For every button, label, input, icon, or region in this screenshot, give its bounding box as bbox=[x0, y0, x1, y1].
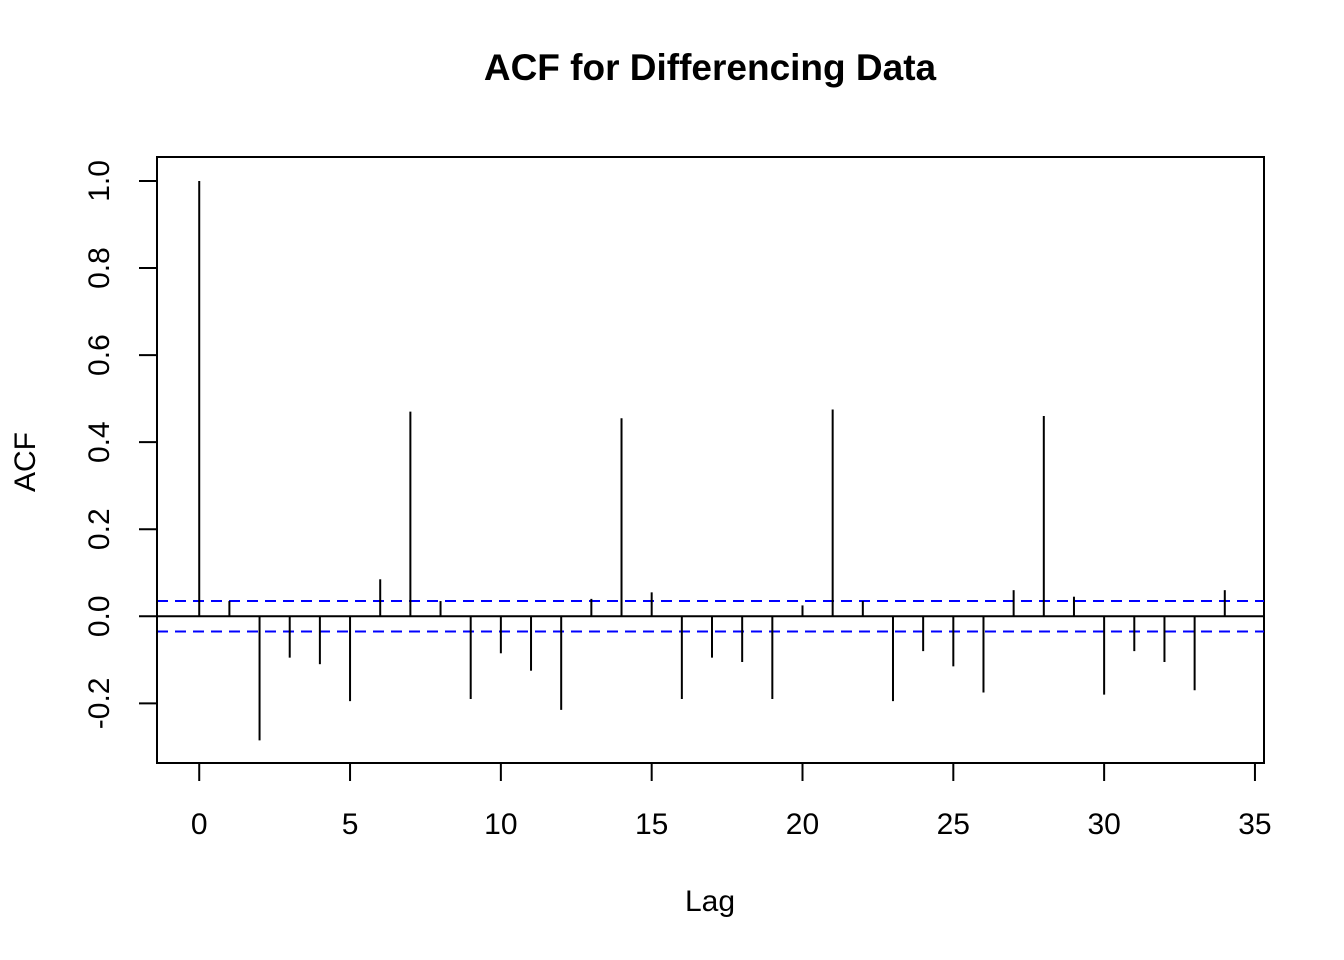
y-axis: -0.2 0.0 0.2 0.4 0.6 0.8 1.0 bbox=[83, 160, 158, 730]
y-tick-label-1: 0.0 bbox=[83, 595, 116, 637]
x-tick-label-5: 5 bbox=[342, 808, 359, 841]
x-tick-label-0: 0 bbox=[191, 808, 208, 841]
acf-bars bbox=[198, 180, 1226, 741]
x-axis: 0 5 10 15 20 25 30 35 bbox=[191, 762, 1272, 841]
x-tick-label-35: 35 bbox=[1238, 808, 1271, 841]
y-tick-label-4: 0.6 bbox=[83, 334, 116, 376]
x-axis-label: Lag bbox=[685, 885, 735, 918]
y-tick-label-0: -0.2 bbox=[83, 678, 116, 730]
x-tick-label-15: 15 bbox=[635, 808, 668, 841]
y-tick-label-2: 0.2 bbox=[83, 508, 116, 550]
x-tick-label-10: 10 bbox=[484, 808, 517, 841]
chart-title: ACF for Differencing Data bbox=[484, 47, 937, 88]
y-axis-label: ACF bbox=[9, 432, 42, 492]
x-tick-label-25: 25 bbox=[937, 808, 970, 841]
x-tick-label-30: 30 bbox=[1087, 808, 1120, 841]
y-tick-label-6: 1.0 bbox=[83, 160, 116, 202]
confidence-bounds bbox=[157, 600, 1264, 633]
y-tick-label-5: 0.8 bbox=[83, 247, 116, 289]
plot-frame bbox=[156, 156, 1265, 764]
y-tick-label-3: 0.4 bbox=[83, 421, 116, 463]
x-tick-label-20: 20 bbox=[786, 808, 819, 841]
